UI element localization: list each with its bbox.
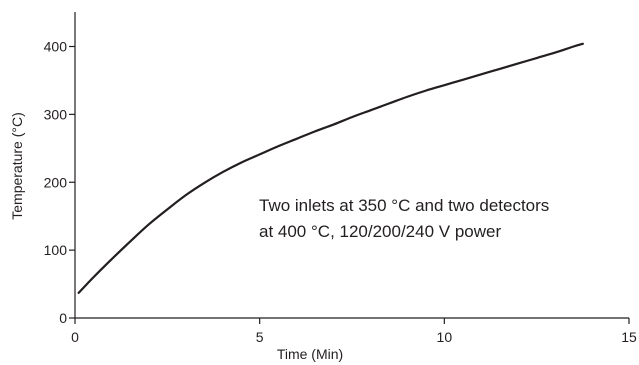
- annotation: Two inlets at 350 °C and two detectors a…: [259, 196, 549, 241]
- x-axis: 0 5 10 15: [71, 317, 637, 345]
- y-tick-label: 100: [44, 242, 68, 258]
- y-axis-ticks: 0 100 200 300 400: [44, 39, 75, 326]
- x-tick-label: 0: [71, 329, 79, 345]
- annotation-line-1: Two inlets at 350 °C and two detectors: [259, 196, 549, 215]
- y-axis: 0 100 200 300 400: [44, 12, 76, 326]
- y-tick-label: 300: [44, 106, 68, 122]
- y-tick-label: 200: [44, 174, 68, 190]
- series-group: [77, 42, 584, 294]
- y-tick-label: 400: [44, 39, 68, 55]
- annotation-line-2: at 400 °C, 120/200/240 V power: [259, 222, 501, 241]
- x-tick-label: 5: [256, 329, 264, 345]
- y-tick-label: 0: [59, 310, 67, 326]
- series-line: [77, 42, 584, 294]
- x-tick-label: 10: [437, 329, 453, 345]
- x-tick-label: 15: [621, 329, 637, 345]
- x-axis-label: Time (Min): [277, 346, 343, 362]
- x-axis-ticks: 0 5 10 15: [71, 318, 637, 345]
- y-axis-label: Temperature (°C): [9, 112, 25, 220]
